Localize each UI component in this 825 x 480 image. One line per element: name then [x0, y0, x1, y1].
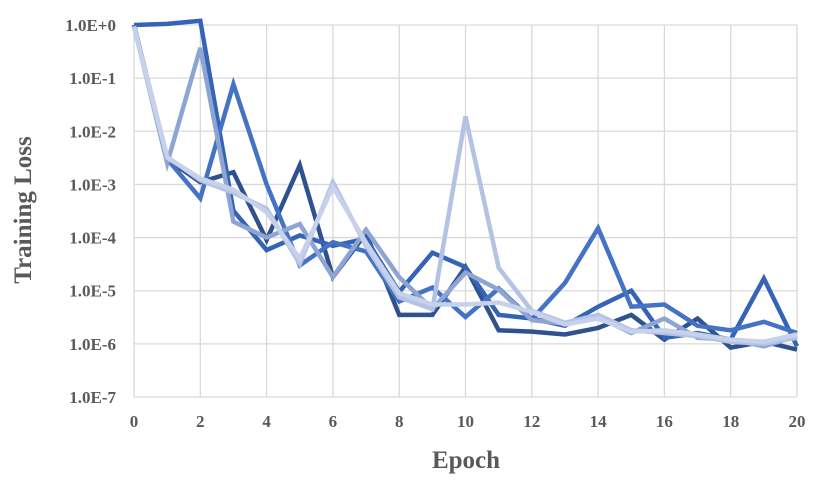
x-tick-label: 4 — [262, 412, 271, 431]
y-tick-label: 1.0E-1 — [69, 69, 116, 88]
x-tick-label: 20 — [789, 412, 806, 431]
gridlines — [133, 24, 798, 398]
x-tick-label: 18 — [722, 412, 739, 431]
y-tick-label: 1.0E-5 — [69, 282, 116, 301]
x-tick-label: 16 — [656, 412, 673, 431]
x-tick-label: 14 — [590, 412, 608, 431]
x-tick-label: 10 — [457, 412, 474, 431]
series-lines — [131, 18, 800, 352]
x-tick-label: 6 — [329, 412, 338, 431]
y-tick-label: 1.0E-7 — [69, 388, 116, 407]
y-axis-title: Training Loss — [10, 136, 37, 284]
x-tick-label: 0 — [130, 412, 139, 431]
series-line-6 — [131, 26, 798, 344]
x-axis-title: Epoch — [432, 447, 500, 474]
y-tick-label: 1.0E+0 — [65, 16, 116, 35]
x-tick-label: 12 — [523, 412, 540, 431]
y-tick-labels: 1.0E+0 1.0E-1 1.0E-2 1.0E-3 1.0E-4 1.0E-5 1.0E… — [65, 16, 116, 407]
x-tick-label: 8 — [395, 412, 404, 431]
series-line-3 — [131, 25, 798, 336]
x-tick-label: 2 — [196, 412, 205, 431]
y-tick-label: 1.0E-2 — [69, 122, 116, 141]
x-tick-labels: 0 2 4 6 8 10 12 14 16 18 20 — [130, 412, 806, 431]
y-tick-label: 1.0E-6 — [69, 335, 116, 354]
y-tick-label: 1.0E-3 — [69, 175, 116, 194]
y-tick-label: 1.0E-4 — [69, 229, 116, 248]
